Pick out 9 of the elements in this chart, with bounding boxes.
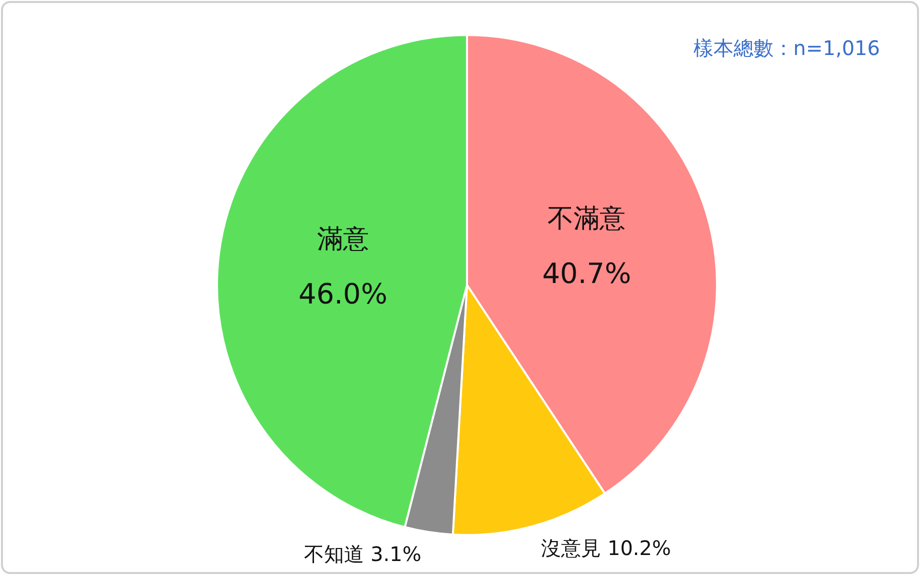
text: 樣本總數：n=1,016 xyxy=(693,36,880,60)
slice-label: 沒意見 xyxy=(541,536,602,560)
data-label: 3.1% xyxy=(364,542,422,566)
slice-label: 滿意 xyxy=(316,224,369,254)
slice-label: 不知道 xyxy=(304,542,364,566)
slice-label: 不滿意 xyxy=(548,204,626,234)
data-label: 40.7% xyxy=(542,256,632,290)
data-label: 46.0% xyxy=(298,277,388,310)
data-label: 10.2% xyxy=(601,536,672,560)
